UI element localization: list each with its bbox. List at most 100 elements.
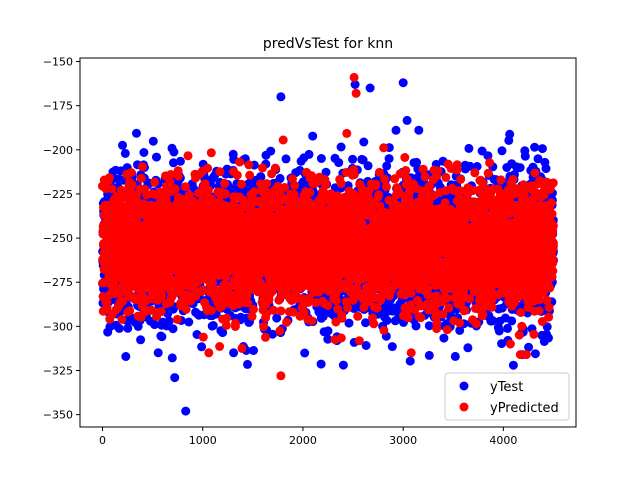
- point-ytest: [249, 346, 258, 355]
- point-ytest: [136, 335, 146, 345]
- outlier-point-ytest: [181, 406, 191, 416]
- point-ytest: [361, 341, 371, 350]
- point-ytest: [150, 320, 160, 330]
- outlier-point-ytest: [350, 80, 360, 89]
- point-ytest: [463, 343, 473, 353]
- point-ytest: [157, 332, 167, 342]
- point-ytest: [382, 315, 392, 325]
- outlier-point-ytest: [365, 83, 375, 93]
- point-ytest: [363, 161, 373, 171]
- point-ytest: [515, 163, 525, 173]
- point-ypredicted: [125, 306, 135, 316]
- outlier-point-ytest: [170, 373, 180, 383]
- point-ytest: [505, 129, 515, 139]
- point-ytest: [308, 131, 318, 141]
- point-ytest: [530, 349, 540, 359]
- point-ytest: [530, 142, 540, 152]
- point-ytest: [520, 151, 530, 161]
- point-ytest: [503, 323, 512, 333]
- point-ytest: [391, 125, 401, 135]
- point-ypredicted: [117, 314, 127, 324]
- point-ytest: [120, 148, 130, 158]
- outlier-point-ytest: [450, 351, 460, 361]
- point-ytest: [148, 136, 158, 146]
- point-ytest: [184, 317, 194, 327]
- point-ytest: [323, 326, 333, 336]
- point-ytest: [361, 318, 371, 328]
- point-ytest: [537, 144, 547, 154]
- point-ypredicted: [104, 173, 114, 183]
- point-ytest: [464, 143, 474, 153]
- point-ytest: [544, 333, 553, 343]
- point-ytest: [304, 149, 314, 159]
- point-ytest: [275, 173, 285, 183]
- point-ytest: [281, 154, 291, 164]
- point-ytest: [382, 161, 392, 171]
- point-ytest: [384, 154, 394, 164]
- point-ytest: [414, 125, 424, 135]
- point-ytest: [323, 334, 333, 344]
- point-ytest: [300, 348, 310, 358]
- point-ytest: [169, 147, 179, 157]
- point-ytest: [465, 161, 475, 171]
- point-ytest: [439, 333, 449, 343]
- point-ytest: [483, 151, 493, 161]
- point-ytest: [455, 325, 465, 335]
- point-ytest: [488, 316, 498, 325]
- point-ytest: [424, 321, 434, 331]
- point-ytest: [507, 316, 517, 326]
- point-ytest: [197, 342, 207, 352]
- point-ytest: [167, 353, 177, 363]
- point-ytest: [266, 146, 276, 156]
- outlier-point-ytest: [276, 92, 286, 102]
- point-ytest: [139, 148, 149, 157]
- point-ytest: [402, 115, 412, 125]
- point-ypredicted: [136, 173, 146, 183]
- point-ytest: [533, 154, 543, 164]
- chart-title: predVsTest for knn: [263, 36, 393, 52]
- point-ytest: [218, 328, 228, 338]
- point-ytest: [169, 158, 178, 168]
- point-ytest: [336, 142, 346, 152]
- point-ytest: [321, 167, 331, 177]
- series-ypredicted: [98, 72, 558, 381]
- point-ytest: [338, 360, 348, 370]
- point-ytest: [405, 356, 415, 366]
- point-ytest: [348, 154, 358, 164]
- point-ytest: [118, 140, 127, 150]
- outlier-point-ytest: [508, 360, 518, 370]
- point-ytest: [114, 323, 124, 333]
- point-ypredicted: [127, 180, 137, 190]
- point-ytest: [424, 350, 434, 360]
- point-ytest: [316, 359, 326, 369]
- point-ytest: [175, 156, 185, 166]
- point-ytest: [229, 348, 239, 358]
- point-ytest: [411, 321, 421, 331]
- points-layer: [98, 72, 558, 416]
- point-ytest: [268, 329, 277, 339]
- point-ytest: [164, 316, 174, 326]
- point-ytest: [132, 128, 141, 138]
- point-ytest: [541, 164, 551, 174]
- point-ytest: [152, 152, 161, 162]
- point-ytest: [334, 158, 344, 168]
- point-ytest: [497, 146, 507, 156]
- point-ytest: [121, 352, 131, 361]
- point-ytest: [316, 154, 326, 163]
- point-ypredicted: [138, 162, 147, 172]
- point-ytest: [524, 342, 534, 352]
- point-ytest: [359, 137, 369, 147]
- point-ytest: [344, 318, 354, 328]
- point-ytest: [494, 326, 504, 336]
- point-ytest: [272, 313, 282, 323]
- point-ytest: [153, 348, 163, 358]
- point-ytest: [208, 321, 218, 330]
- point-ytest: [256, 172, 266, 182]
- point-ytest: [243, 359, 252, 369]
- outlier-point-ytest: [398, 78, 408, 88]
- point-ytest: [168, 324, 178, 334]
- point-ypredicted: [126, 168, 136, 178]
- point-ytest: [387, 342, 397, 352]
- point-ytest: [123, 323, 133, 333]
